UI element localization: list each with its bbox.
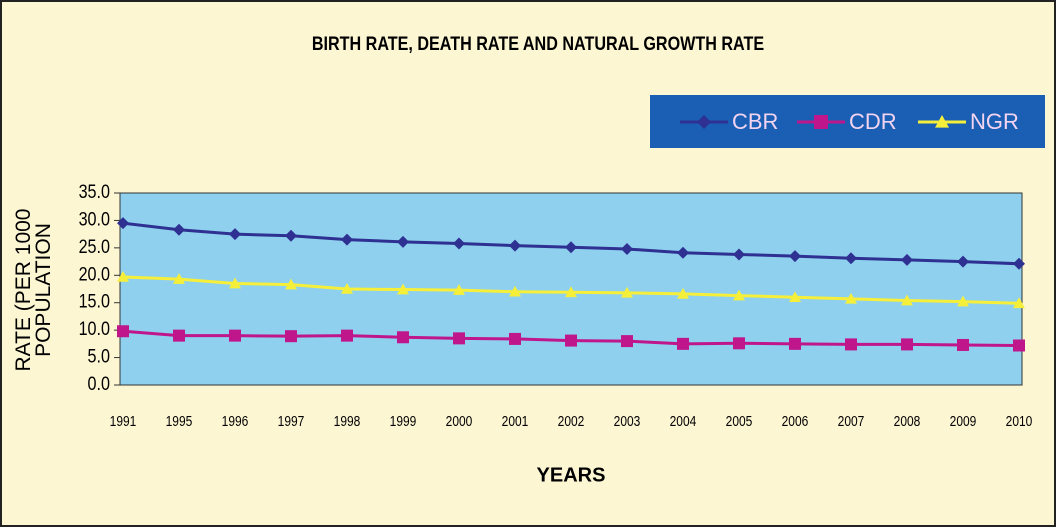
marker	[733, 248, 745, 261]
x-tick-label: 2000	[446, 413, 473, 430]
x-tick-label: 2007	[838, 413, 865, 430]
legend-marker	[697, 115, 711, 129]
y-tick-label: 10.0	[79, 318, 111, 340]
marker	[229, 228, 241, 241]
marker	[677, 246, 689, 259]
marker	[173, 273, 185, 284]
marker	[1013, 297, 1025, 309]
marker	[901, 294, 913, 306]
marker	[957, 295, 969, 307]
marker	[229, 277, 241, 289]
marker	[733, 289, 745, 301]
legend-label: NGR	[970, 109, 1019, 134]
marker	[677, 337, 689, 350]
marker	[173, 329, 185, 342]
x-tick-label: 2009	[950, 413, 977, 430]
x-axis-label: YEARS	[537, 464, 606, 486]
marker	[117, 217, 129, 230]
marker	[341, 283, 353, 294]
marker	[173, 223, 185, 236]
x-tick-label: 1998	[334, 413, 361, 430]
marker	[397, 283, 409, 295]
legend-label: CDR	[849, 109, 897, 134]
x-tick-label: 2002	[558, 413, 585, 430]
marker	[117, 270, 129, 282]
x-tick-label: 2003	[614, 413, 641, 430]
marker	[285, 278, 297, 290]
y-tick-label: 30.0	[79, 208, 111, 230]
y-tick-label: 20.0	[79, 263, 111, 285]
x-tick-label: 1999	[390, 413, 417, 430]
marker	[285, 330, 297, 343]
marker	[789, 291, 801, 303]
marker	[733, 337, 745, 350]
legend-marker	[814, 115, 828, 129]
marker	[565, 241, 577, 254]
x-tick-label: 2008	[894, 413, 921, 430]
marker	[229, 329, 241, 342]
y-tick-label: 15.0	[79, 290, 111, 312]
y-tick-label: 25.0	[79, 236, 111, 258]
marker	[845, 338, 857, 351]
x-tick-label: 1997	[278, 413, 305, 430]
y-tick-label: 0.0	[88, 373, 111, 395]
marker	[621, 242, 633, 255]
marker	[453, 237, 465, 250]
marker	[341, 329, 353, 342]
marker	[453, 284, 465, 295]
x-tick-label: 2006	[782, 413, 809, 430]
marker	[397, 235, 409, 248]
marker	[901, 253, 913, 266]
marker	[453, 332, 465, 345]
marker	[397, 331, 409, 344]
x-tick-label: 2001	[502, 413, 529, 430]
marker	[565, 286, 577, 298]
marker	[957, 255, 969, 268]
chart-title: BIRTH RATE, DEATH RATE AND NATURAL GROWT…	[312, 33, 764, 55]
legend-marker	[935, 115, 949, 128]
marker	[845, 252, 857, 265]
marker	[621, 335, 633, 348]
marker	[1013, 257, 1025, 270]
y-tick-label: 35.0	[79, 181, 111, 203]
marker	[789, 337, 801, 350]
marker	[789, 250, 801, 263]
marker	[509, 285, 521, 297]
marker	[677, 287, 689, 299]
marker	[1013, 339, 1025, 352]
x-tick-label: 2004	[670, 413, 697, 430]
marker	[509, 332, 521, 345]
y-axis-label: RATE (PER 1000 POPULATION	[12, 208, 55, 372]
marker	[285, 229, 297, 242]
marker	[845, 292, 857, 304]
marker	[957, 338, 969, 351]
marker	[621, 286, 633, 298]
marker	[509, 239, 521, 252]
x-tick-label: 1991	[110, 413, 137, 430]
marker	[341, 233, 353, 246]
x-tick-label: 1995	[166, 413, 193, 430]
y-tick-label: 5.0	[88, 345, 111, 367]
x-tick-label: 2010	[1006, 413, 1033, 430]
marker	[117, 325, 129, 338]
legend-label: CBR	[732, 109, 778, 134]
marker	[901, 338, 913, 351]
x-tick-label: 2005	[726, 413, 753, 430]
marker	[565, 334, 577, 347]
x-tick-label: 1996	[222, 413, 249, 430]
